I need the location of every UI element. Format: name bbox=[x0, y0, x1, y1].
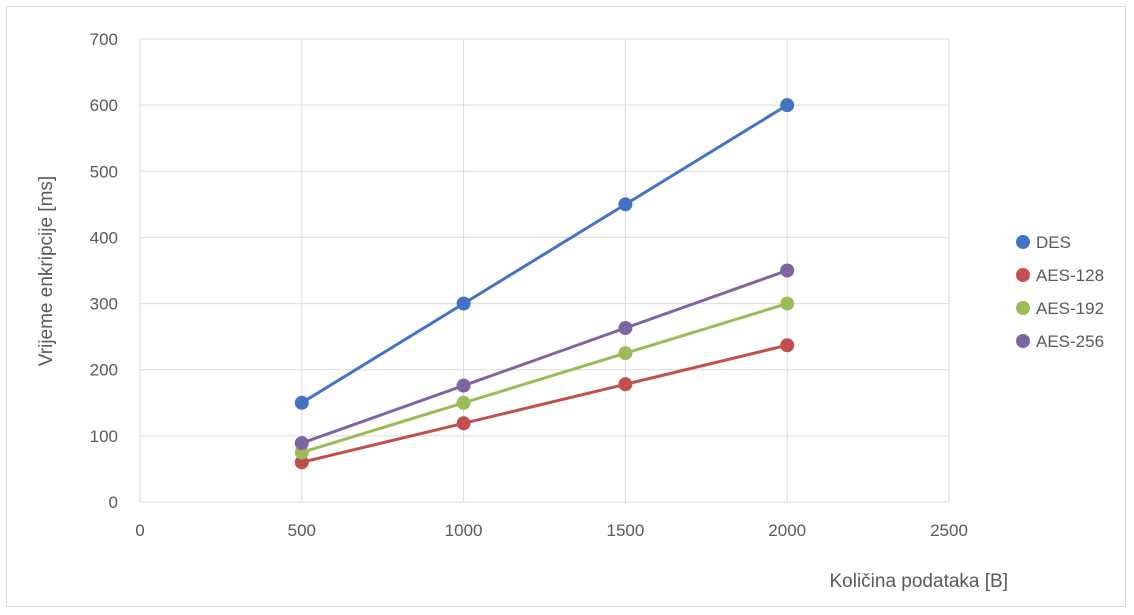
legend-marker bbox=[1016, 235, 1030, 249]
data-point bbox=[456, 416, 471, 431]
y-tick-label: 100 bbox=[90, 427, 118, 446]
x-tick-label: 1000 bbox=[445, 521, 483, 540]
legend-label: AES-256 bbox=[1036, 332, 1104, 351]
legend: DES AES-128 AES-192 AES-256 bbox=[1016, 233, 1104, 351]
x-tick-label: 500 bbox=[288, 521, 316, 540]
x-axis-title: Količina podataka [B] bbox=[829, 571, 1008, 592]
series-line bbox=[301, 302, 788, 454]
data-point bbox=[294, 395, 309, 410]
legend-item: DES bbox=[1016, 233, 1071, 252]
data-point bbox=[780, 263, 795, 278]
x-tick-label: 1500 bbox=[606, 521, 644, 540]
legend-marker bbox=[1016, 301, 1030, 315]
x-tick-label: 0 bbox=[135, 521, 144, 540]
y-axis-title: Vrijeme enkripcije [ms] bbox=[36, 176, 57, 366]
y-tick-label: 400 bbox=[90, 228, 118, 247]
data-point bbox=[618, 197, 633, 212]
legend-item: AES-256 bbox=[1016, 332, 1104, 351]
legend-label: AES-128 bbox=[1036, 266, 1104, 285]
legend-item: AES-192 bbox=[1016, 299, 1104, 318]
legend-marker bbox=[1016, 334, 1030, 348]
data-point bbox=[618, 377, 633, 392]
data-point bbox=[294, 455, 309, 470]
series-line bbox=[301, 103, 788, 405]
series-aes-192 bbox=[294, 296, 795, 460]
data-point bbox=[780, 338, 795, 353]
y-tick-label: 300 bbox=[90, 295, 118, 314]
series-des bbox=[294, 98, 795, 410]
gridlines bbox=[140, 38, 950, 502]
legend-label: AES-192 bbox=[1036, 299, 1104, 318]
data-point bbox=[780, 98, 795, 113]
data-point bbox=[618, 321, 633, 336]
series-aes-128 bbox=[294, 338, 795, 470]
data-point bbox=[456, 296, 471, 311]
series-aes-256 bbox=[294, 263, 795, 451]
y-tick-label: 0 bbox=[109, 493, 118, 512]
y-tick-label: 200 bbox=[90, 361, 118, 380]
x-tick-label: 2500 bbox=[930, 521, 968, 540]
legend-item: AES-128 bbox=[1016, 266, 1104, 285]
axes: 0 100 200 300 400 500 600 700 0 500 1000 1500 2000 25… bbox=[90, 30, 968, 540]
x-tick-label: 2000 bbox=[768, 521, 806, 540]
y-tick-label: 700 bbox=[90, 30, 118, 49]
data-point bbox=[456, 395, 471, 410]
plot-series bbox=[294, 98, 795, 470]
legend-marker bbox=[1016, 268, 1030, 282]
data-point bbox=[618, 346, 633, 361]
y-tick-label: 600 bbox=[90, 96, 118, 115]
series-line bbox=[301, 343, 788, 464]
data-point bbox=[780, 296, 795, 311]
data-point bbox=[456, 378, 471, 393]
legend-label: DES bbox=[1036, 233, 1071, 252]
series-line bbox=[301, 269, 788, 445]
chart-area bbox=[6, 6, 1126, 607]
y-tick-label: 500 bbox=[90, 162, 118, 181]
data-point bbox=[294, 436, 309, 451]
